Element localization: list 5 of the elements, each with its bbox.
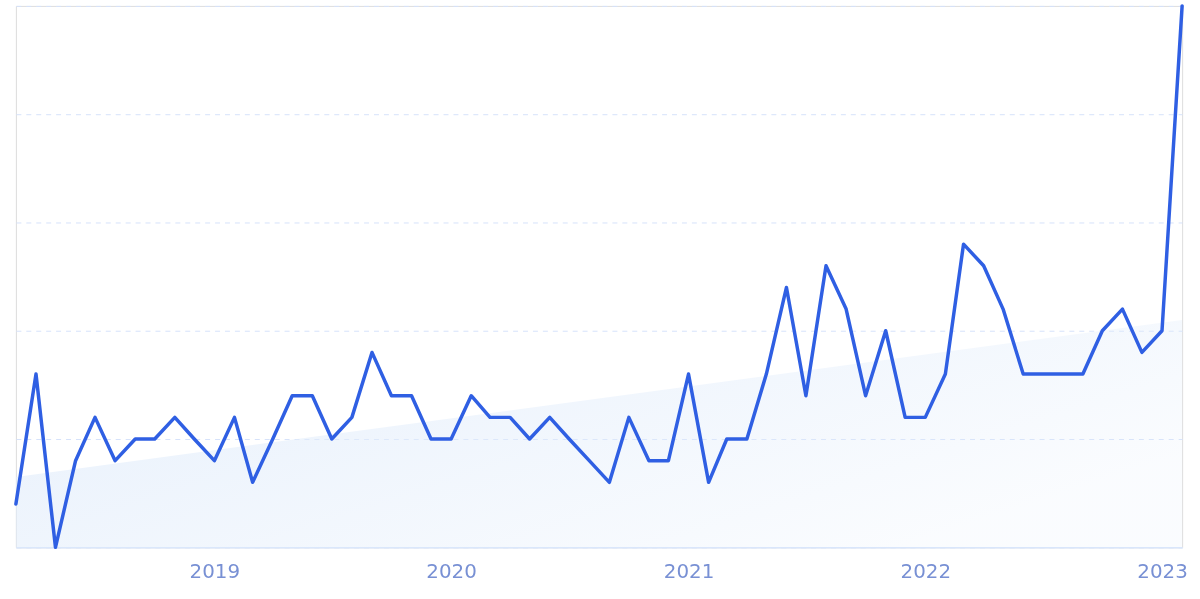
x-tick-label: 2022 [900, 559, 952, 583]
x-tick-label: 2019 [189, 559, 241, 583]
x-tick-label: 2021 [663, 559, 715, 583]
x-tick-label: 2020 [426, 559, 477, 583]
x-tick-label: 2023 [1137, 559, 1188, 583]
